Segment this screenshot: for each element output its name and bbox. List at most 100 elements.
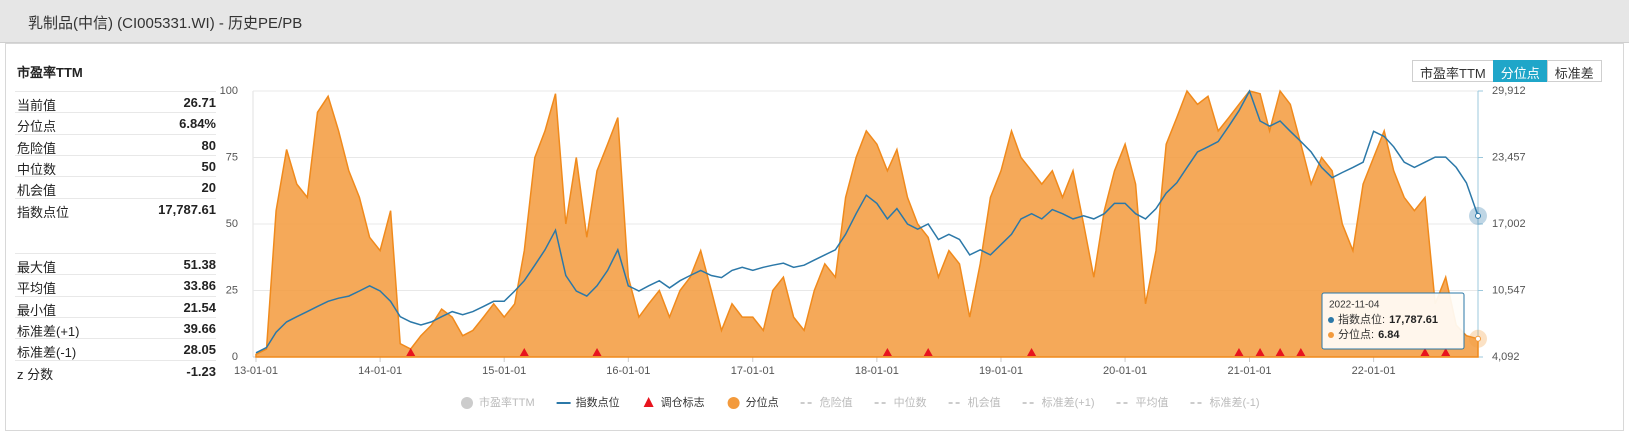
- tab-button[interactable]: 标准差: [1546, 60, 1602, 82]
- tooltip-label: 指数点位:: [1338, 312, 1385, 326]
- stat-label: 危险值: [17, 140, 57, 156]
- x-tick-label: 18-01-01: [855, 365, 899, 377]
- stat-label: 平均值: [17, 281, 57, 297]
- stat-label: 中位数: [17, 161, 57, 177]
- tooltip-box: [1321, 292, 1465, 350]
- x-tick-label: 14-01-01: [358, 365, 402, 377]
- legend-label: 调仓标志: [661, 395, 705, 409]
- legend-label: 分位点: [746, 395, 779, 409]
- tab-button[interactable]: 分位点: [1492, 60, 1548, 82]
- stat-label: 当前值: [17, 98, 57, 113]
- rebalance-marker: [923, 348, 933, 356]
- tooltip-label: 分位点:: [1338, 327, 1374, 341]
- window-title: 乳制品(中信) (CI005331.WI) - 历史PE/PB: [28, 15, 303, 32]
- stat-value: -1.23: [186, 363, 216, 379]
- rebalance-marker: [1027, 348, 1037, 356]
- stat-row: 危险值 80: [15, 133, 216, 156]
- rebalance-marker: [882, 348, 892, 356]
- x-tick-label: 20-01-01: [1103, 365, 1147, 377]
- rebalance-marker: [1420, 348, 1430, 356]
- y-tick-label: 0: [232, 351, 238, 363]
- stat-label: 最大值: [17, 260, 57, 275]
- stat-value: 28.05: [183, 342, 216, 358]
- y2-tick-label: 10,547: [1492, 284, 1526, 296]
- rebalance-marker: [592, 348, 602, 356]
- stat-value: 50: [201, 158, 216, 174]
- y2-tick-label: 17,002: [1492, 218, 1526, 230]
- rebalance-marker: [1441, 348, 1451, 356]
- stat-value: 6.84%: [179, 116, 216, 132]
- hover-point: [1475, 335, 1481, 342]
- stat-value: 80: [201, 137, 216, 153]
- rebalance-marker: [1296, 348, 1306, 356]
- legend-label: 平均值: [1135, 396, 1168, 409]
- stats-title: 市盈率TTM: [17, 65, 83, 80]
- tab-button[interactable]: 市盈率TTM: [1412, 60, 1494, 82]
- stat-row: 最大值 51.38: [15, 253, 216, 275]
- button-group: 市盈率TTM 分位点 标准差: [1412, 60, 1602, 82]
- stat-row: 标准差(+1) 39.66: [15, 316, 216, 339]
- area: [255, 89, 1479, 358]
- y-tick-label: 75: [226, 151, 238, 163]
- stat-label: z 分数: [17, 366, 54, 382]
- y2-tick-label: 29,912: [1492, 85, 1526, 97]
- hover-point: [1475, 212, 1481, 219]
- stat-label: 标准差(+1): [17, 323, 80, 339]
- stat-label: 机会值: [17, 183, 57, 199]
- stat-row: 当前值 26.71: [15, 91, 216, 113]
- stat-label: 最小值: [17, 302, 57, 318]
- legend-label: 机会值: [968, 395, 1001, 409]
- legend-label: 市盈率TTM: [479, 395, 535, 409]
- tooltip-value: 17,787.61: [1389, 314, 1438, 326]
- legend-symbol: [727, 397, 740, 409]
- x-tick-label: 17-01-01: [731, 365, 775, 377]
- tooltip-value: 6.84: [1378, 329, 1400, 341]
- stat-value: 51.38: [183, 257, 216, 272]
- stat-row: 最小值 21.54: [15, 295, 216, 318]
- stat-label: 标准差(-1): [17, 345, 77, 361]
- stat-value: 33.86: [183, 278, 216, 294]
- stat-value: 26.71: [183, 95, 216, 110]
- x-tick-label: 16-01-01: [606, 365, 650, 377]
- stat-row: 标准差(-1) 28.05: [15, 338, 216, 360]
- stat-row: 中位数 50: [15, 154, 216, 177]
- stat-row: 平均值 33.86: [15, 274, 216, 296]
- y2-tick-label: 23,457: [1492, 151, 1526, 163]
- y-tick-label: 50: [226, 218, 238, 230]
- rebalance-marker: [406, 348, 416, 356]
- x-tick-label: 15-01-01: [482, 365, 526, 377]
- legend-label: 危险值: [820, 395, 853, 409]
- stat-value: 39.66: [183, 320, 216, 336]
- stat-label: 指数点位: [17, 204, 70, 220]
- legend-label: 标准差(-1): [1209, 395, 1259, 409]
- x-tick-label: 19-01-01: [979, 365, 1023, 377]
- stat-value: 17,787.61: [158, 201, 216, 217]
- title-bar: 乳制品(中信) (CI005331.WI) - 历史PE/PB: [0, 0, 1629, 43]
- rebalance-marker: [1255, 348, 1265, 356]
- legend-symbol: [461, 397, 473, 409]
- x-tick-label: 21-01-01: [1227, 365, 1271, 377]
- stat-value: 21.54: [183, 299, 216, 315]
- stat-value: 20: [201, 180, 216, 196]
- stat-row: z 分数 -1.23: [15, 359, 216, 382]
- index-line: [255, 89, 1479, 354]
- tooltip-dot: [1328, 332, 1334, 338]
- tooltip-date: 2022-11-04: [1329, 300, 1380, 311]
- y-tick-label: 25: [226, 284, 238, 296]
- tooltip-dot: [1328, 317, 1334, 323]
- rebalance-marker: [519, 348, 529, 356]
- legend-symbol: [643, 397, 654, 407]
- legend-label: 中位数: [894, 395, 927, 409]
- stat-label: 分位点: [17, 119, 57, 135]
- rebalance-marker: [1275, 348, 1285, 356]
- stat-row: 分位点 6.84%: [15, 112, 216, 134]
- stat-row: 指数点位 17,787.61: [15, 197, 216, 220]
- x-tick-label: 13-01-01: [234, 365, 278, 377]
- x-tick-label: 22-01-01: [1352, 365, 1396, 377]
- legend-label: 标准差(+1): [1042, 395, 1095, 409]
- stat-row: 机会值 20: [15, 176, 216, 198]
- y2-tick-label: 4,092: [1492, 351, 1520, 363]
- rebalance-marker: [1234, 348, 1244, 356]
- legend-label: 指数点位: [576, 395, 620, 409]
